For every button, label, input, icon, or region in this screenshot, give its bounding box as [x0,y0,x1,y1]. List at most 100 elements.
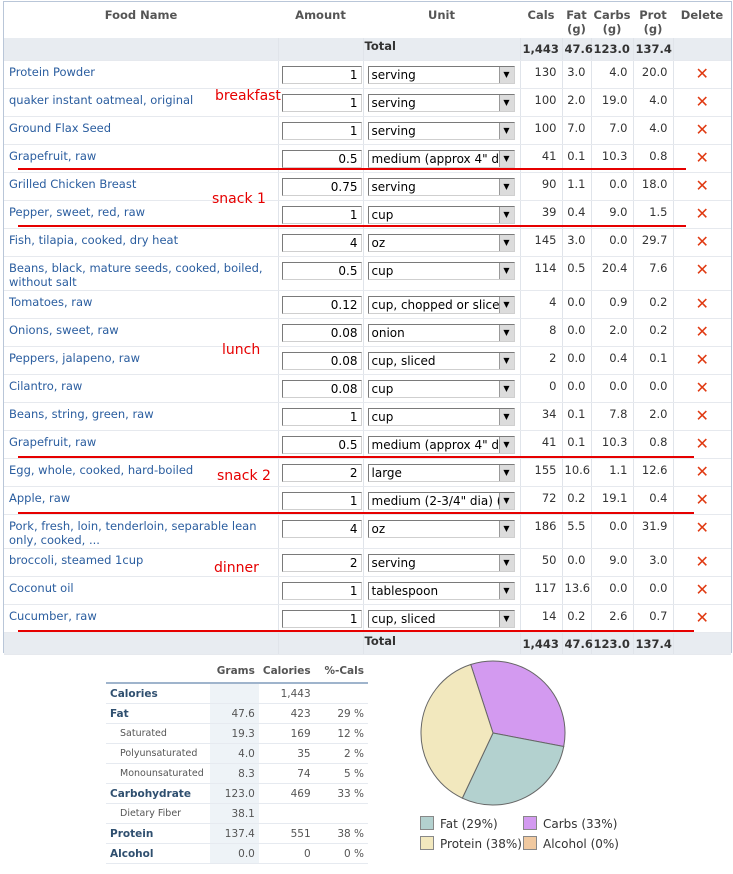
delete-icon[interactable]: ✕ [695,175,709,195]
food-name-link[interactable]: Tomatoes, raw [4,290,279,319]
unit-select[interactable]: cup ▼ [367,407,515,426]
dropdown-arrow-icon[interactable]: ▼ [498,408,514,425]
dropdown-arrow-icon[interactable]: ▼ [498,554,514,571]
unit-select[interactable]: large ▼ [367,463,515,482]
amount-input[interactable] [281,323,362,342]
dropdown-arrow-icon[interactable]: ▼ [498,610,514,627]
food-name-link[interactable]: Grapefruit, raw [4,430,279,459]
delete-icon[interactable]: ✕ [695,461,709,481]
unit-select[interactable]: tablespoon ▼ [367,581,515,600]
food-name-link[interactable]: Egg, whole, cooked, hard-boiled [4,458,279,487]
unit-select[interactable]: cup ▼ [367,379,515,398]
unit-select[interactable]: oz ▼ [367,519,515,538]
dropdown-arrow-icon[interactable]: ▼ [498,324,514,341]
food-name-link[interactable]: Onions, sweet, raw [4,318,279,347]
amount-input[interactable] [281,553,362,572]
dropdown-arrow-icon[interactable]: ▼ [498,122,514,139]
amount-input[interactable] [281,491,362,510]
delete-icon[interactable]: ✕ [695,63,709,83]
food-name-link[interactable]: Cilantro, raw [4,374,279,403]
delete-icon[interactable]: ✕ [695,551,709,571]
amount-input[interactable] [281,407,362,426]
unit-select[interactable]: serving ▼ [367,65,515,84]
food-name-link[interactable]: Fish, tilapia, cooked, dry heat [4,228,279,257]
unit-select[interactable]: serving ▼ [367,121,515,140]
dropdown-arrow-icon[interactable]: ▼ [498,296,514,313]
unit-select[interactable]: cup, sliced ▼ [367,351,515,370]
amount-input[interactable] [281,581,362,600]
delete-icon[interactable]: ✕ [695,147,709,167]
food-name-link[interactable]: Ground Flax Seed [4,116,279,145]
col-prot[interactable]: Prot (g) [639,8,667,36]
food-name-link[interactable]: Coconut oil [4,576,279,605]
unit-select[interactable]: oz ▼ [367,233,515,252]
col-fat[interactable]: Fat (g) [566,8,587,36]
delete-icon[interactable]: ✕ [695,293,709,313]
dropdown-arrow-icon[interactable]: ▼ [498,150,514,167]
unit-select[interactable]: cup ▼ [367,261,515,280]
amount-input[interactable] [281,205,362,224]
dropdown-arrow-icon[interactable]: ▼ [498,520,514,537]
dropdown-arrow-icon[interactable]: ▼ [498,492,514,509]
col-unit[interactable]: Unit [428,8,455,22]
unit-select[interactable]: medium (approx 4" dia ▼ [367,149,515,168]
amount-input[interactable] [281,121,362,140]
unit-select[interactable]: medium (2-3/4" dia) (a ▼ [367,491,515,510]
food-name-link[interactable]: Peppers, jalapeno, raw [4,346,279,375]
unit-select[interactable]: serving ▼ [367,177,515,196]
food-name-link[interactable]: broccoli, steamed 1cup [4,548,279,577]
delete-icon[interactable]: ✕ [695,91,709,111]
unit-select[interactable]: serving ▼ [367,553,515,572]
dropdown-arrow-icon[interactable]: ▼ [498,262,514,279]
dropdown-arrow-icon[interactable]: ▼ [498,352,514,369]
food-name-link[interactable]: Beans, black, mature seeds, cooked, boil… [4,256,279,291]
delete-icon[interactable]: ✕ [695,119,709,139]
unit-select[interactable]: medium (approx 4" dia ▼ [367,435,515,454]
amount-input[interactable] [281,379,362,398]
amount-input[interactable] [281,435,362,454]
dropdown-arrow-icon[interactable]: ▼ [498,94,514,111]
dropdown-arrow-icon[interactable]: ▼ [498,380,514,397]
amount-input[interactable] [281,295,362,314]
food-name-link[interactable]: Pepper, sweet, red, raw [4,200,279,229]
food-name-link[interactable]: Grilled Chicken Breast [4,172,279,201]
delete-icon[interactable]: ✕ [695,377,709,397]
food-name-link[interactable]: Grapefruit, raw [4,144,279,173]
amount-input[interactable] [281,463,362,482]
delete-icon[interactable]: ✕ [695,349,709,369]
unit-select[interactable]: cup, sliced ▼ [367,609,515,628]
amount-input[interactable] [281,65,362,84]
delete-icon[interactable]: ✕ [695,203,709,223]
food-name-link[interactable]: quaker instant oatmeal, original [4,88,279,117]
col-food-name[interactable]: Food Name [104,8,178,22]
amount-input[interactable] [281,609,362,628]
dropdown-arrow-icon[interactable]: ▼ [498,178,514,195]
dropdown-arrow-icon[interactable]: ▼ [498,66,514,83]
amount-input[interactable] [281,177,362,196]
dropdown-arrow-icon[interactable]: ▼ [498,234,514,251]
amount-input[interactable] [281,519,362,538]
unit-select[interactable]: cup, chopped or sliced ▼ [367,295,515,314]
amount-input[interactable] [281,149,362,168]
col-cals[interactable]: Cals [527,8,555,22]
unit-select[interactable]: cup ▼ [367,205,515,224]
delete-icon[interactable]: ✕ [695,517,709,537]
col-amount[interactable]: Amount [295,8,346,22]
delete-icon[interactable]: ✕ [695,579,709,599]
food-name-link[interactable]: Apple, raw [4,486,279,515]
dropdown-arrow-icon[interactable]: ▼ [498,582,514,599]
amount-input[interactable] [281,261,362,280]
food-name-link[interactable]: Pork, fresh, loin, tenderloin, separable… [4,514,279,549]
delete-icon[interactable]: ✕ [695,259,709,279]
unit-select[interactable]: onion ▼ [367,323,515,342]
dropdown-arrow-icon[interactable]: ▼ [498,436,514,453]
amount-input[interactable] [281,93,362,112]
delete-icon[interactable]: ✕ [695,489,709,509]
delete-icon[interactable]: ✕ [695,433,709,453]
amount-input[interactable] [281,351,362,370]
food-name-link[interactable]: Cucumber, raw [4,604,279,633]
dropdown-arrow-icon[interactable]: ▼ [498,206,514,223]
dropdown-arrow-icon[interactable]: ▼ [498,464,514,481]
food-name-link[interactable]: Beans, string, green, raw [4,402,279,431]
delete-icon[interactable]: ✕ [695,405,709,425]
